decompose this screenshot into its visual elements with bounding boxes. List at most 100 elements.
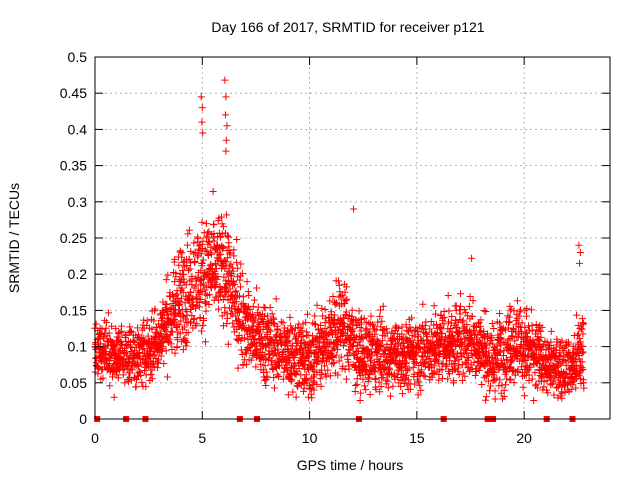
data-point [314, 337, 322, 345]
data-point [567, 386, 575, 394]
data-point [286, 313, 294, 321]
data-points [91, 76, 588, 422]
data-point [412, 324, 420, 332]
data-point [341, 365, 349, 373]
data-point [250, 296, 258, 304]
data-point [513, 297, 521, 305]
data-point [238, 269, 246, 277]
data-point [357, 327, 365, 335]
data-point [99, 334, 107, 342]
data-point [415, 378, 423, 386]
data-point [534, 384, 542, 392]
data-point [121, 379, 129, 387]
data-point [357, 389, 365, 397]
data-point [322, 358, 330, 366]
data-point [574, 321, 582, 329]
data-point [500, 386, 508, 394]
data-point [368, 352, 376, 360]
data-point [177, 294, 185, 302]
data-point [455, 371, 463, 379]
data-point [94, 370, 102, 378]
data-point [138, 378, 146, 386]
data-point [197, 267, 205, 275]
data-point [376, 388, 384, 396]
data-point [500, 392, 508, 400]
data-point [450, 337, 458, 345]
data-point [223, 211, 231, 219]
data-point [579, 365, 587, 373]
data-point [199, 129, 207, 137]
data-point [360, 314, 368, 322]
data-point [546, 372, 554, 380]
data-point [482, 396, 490, 404]
data-point [432, 321, 440, 329]
data-point [547, 327, 555, 335]
data-point [490, 325, 498, 333]
data-point [270, 374, 278, 382]
data-point [182, 315, 190, 323]
data-point [291, 361, 299, 369]
data-point [530, 397, 538, 405]
data-point [576, 335, 584, 343]
data-point [364, 345, 372, 353]
data-point [411, 380, 419, 388]
data-point [485, 358, 493, 366]
data-point [105, 329, 113, 337]
data-point [202, 299, 210, 307]
data-point [331, 300, 339, 308]
data-point [579, 319, 587, 327]
data-point [447, 324, 455, 332]
data-point [202, 307, 210, 315]
data-point [135, 331, 143, 339]
data-point [263, 374, 271, 382]
data-point [561, 356, 569, 364]
data-point [337, 338, 345, 346]
data-point [222, 136, 230, 144]
data-point [339, 342, 347, 350]
data-point [359, 335, 367, 343]
data-point [416, 344, 424, 352]
data-point [190, 239, 198, 247]
data-point [121, 344, 129, 352]
data-point [220, 273, 228, 281]
data-point [308, 332, 316, 340]
data-point [444, 375, 452, 383]
data-point [391, 356, 399, 364]
data-point [185, 255, 193, 263]
data-point [268, 310, 276, 318]
data-point [342, 375, 350, 383]
data-point [558, 337, 566, 345]
data-point [399, 370, 407, 378]
data-point [198, 104, 206, 112]
y-tick-label: 0.15 [60, 302, 87, 318]
data-point [260, 303, 268, 311]
data-point [154, 356, 162, 364]
data-point [179, 288, 187, 296]
data-point [274, 345, 282, 353]
data-point [507, 363, 515, 371]
data-point [130, 337, 138, 345]
axis-ticks: 0 0.05 0.1 0.15 0.2 0.25 0.3 0.35 0.4 0.45 0.5 0 5 10… [60, 49, 610, 446]
x-axis-label: GPS time / hours [297, 457, 404, 473]
data-point [235, 309, 243, 317]
y-axis-label: SRMTID / TECUs [6, 183, 22, 293]
data-point [422, 318, 430, 326]
data-point [198, 218, 206, 226]
data-point [433, 355, 441, 363]
data-point [544, 389, 552, 397]
data-point [506, 363, 514, 371]
data-point [457, 290, 465, 298]
data-point [263, 312, 271, 320]
data-point [505, 346, 513, 354]
data-point [498, 381, 506, 389]
data-point [253, 284, 261, 292]
data-point [527, 306, 535, 314]
data-point [243, 360, 251, 368]
data-point [192, 282, 200, 290]
data-point [201, 246, 209, 254]
data-point [234, 364, 242, 372]
data-point [455, 328, 463, 336]
data-point [332, 351, 340, 359]
data-point [233, 335, 241, 343]
